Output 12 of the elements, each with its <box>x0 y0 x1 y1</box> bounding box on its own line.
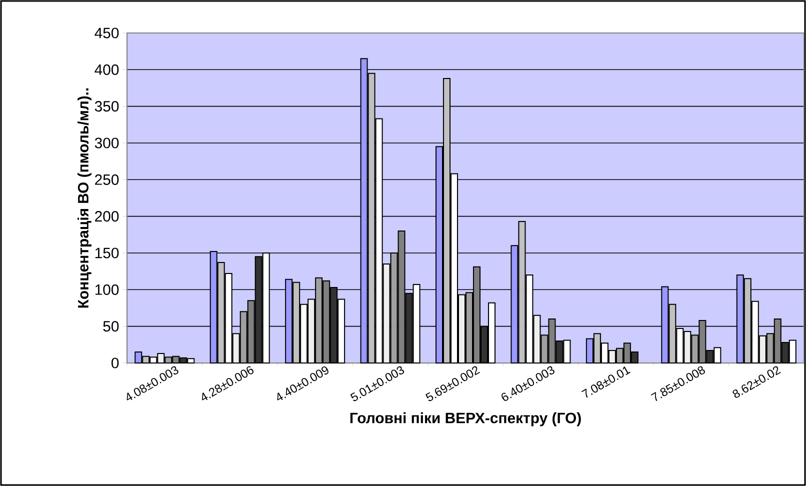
y-tick-label: 350 <box>94 101 119 112</box>
y-tick-label: 50 <box>103 321 119 332</box>
y-tick-label: 0 <box>112 358 119 368</box>
y-tick-label: 450 <box>94 28 119 38</box>
y-tick-label: 100 <box>95 284 119 295</box>
y-tick-label: 300 <box>94 138 119 148</box>
y-tick-label: 250 <box>95 174 119 185</box>
y-axis-title: Концентрація ВО (пмоль/мл).. <box>78 88 92 308</box>
y-tick-label: 200 <box>95 211 119 222</box>
x-axis-title: Головні піки ВЕРХ-спектру (ГО) <box>350 412 581 426</box>
y-tick-label: 400 <box>94 64 119 75</box>
y-tick-label: 150 <box>95 248 119 258</box>
